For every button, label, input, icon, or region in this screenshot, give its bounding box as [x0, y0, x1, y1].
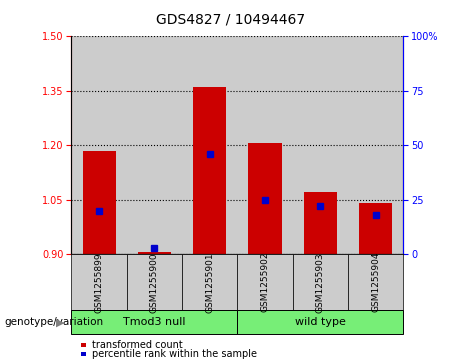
Bar	[83, 151, 116, 254]
Text: GSM1255903: GSM1255903	[316, 252, 325, 313]
Bar	[237, 36, 293, 254]
Text: percentile rank within the sample: percentile rank within the sample	[92, 349, 257, 359]
Text: GSM1255902: GSM1255902	[260, 252, 270, 313]
Text: GDS4827 / 10494467: GDS4827 / 10494467	[156, 13, 305, 27]
Text: genotype/variation: genotype/variation	[5, 317, 104, 327]
Text: Tmod3 null: Tmod3 null	[123, 317, 186, 327]
Text: GSM1255900: GSM1255900	[150, 252, 159, 313]
Bar	[359, 203, 392, 254]
Bar	[348, 36, 403, 254]
Bar	[293, 36, 348, 254]
Text: GSM1255904: GSM1255904	[371, 252, 380, 313]
Text: wild type: wild type	[295, 317, 346, 327]
Text: GSM1255901: GSM1255901	[205, 252, 214, 313]
Bar	[127, 36, 182, 254]
Bar	[71, 36, 127, 254]
Bar	[193, 87, 226, 254]
Bar	[182, 36, 237, 254]
Bar	[138, 252, 171, 254]
Bar	[248, 143, 282, 254]
Bar	[304, 192, 337, 254]
Text: ▶: ▶	[56, 317, 64, 327]
Text: GSM1255899: GSM1255899	[95, 252, 104, 313]
Text: transformed count: transformed count	[92, 340, 183, 350]
